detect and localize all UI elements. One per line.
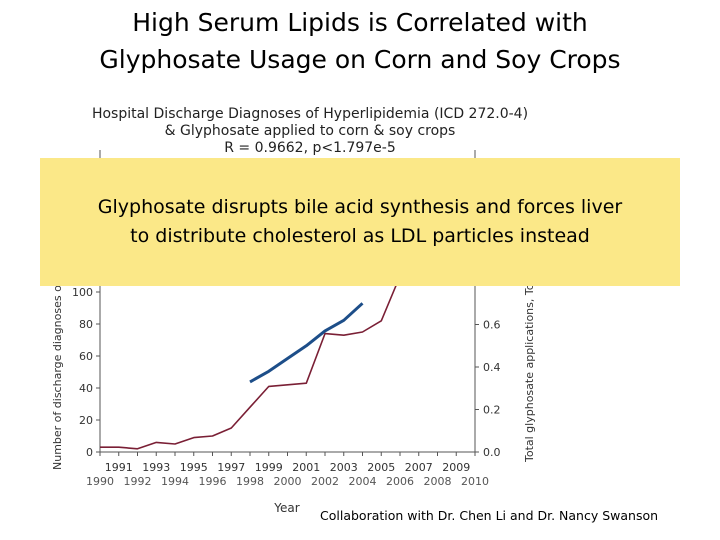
callout-line-1: Glyphosate disrupts bile acid synthesis …: [97, 196, 623, 218]
chart-stat-line: R = 0.9662, p<1.797e-5: [224, 140, 396, 156]
y-right-tick-label: 0.2: [483, 404, 501, 417]
y-left-tick-label: 40: [79, 382, 93, 395]
x-tick-label: 2002: [311, 475, 339, 488]
x-tick-label: 1994: [161, 475, 189, 488]
x-tick-label: 2006: [386, 475, 414, 488]
callout-line-2: to distribute cholesterol as LDL particl…: [130, 225, 590, 247]
y-right-tick-label: 0.6: [483, 319, 501, 332]
x-tick-label: 2003: [330, 461, 358, 474]
x-tick-label: 2000: [274, 475, 302, 488]
x-tick-label: 2004: [349, 475, 377, 488]
slide-title: High Serum Lipids is Correlated with Gly…: [0, 4, 720, 78]
callout-box: Glyphosate disrupts bile acid synthesis …: [40, 158, 680, 286]
x-tick-label: 1990: [86, 475, 114, 488]
x-tick-label: 2005: [367, 461, 395, 474]
hyperlipidemia-series-line: [100, 275, 401, 450]
chart-title-line-2: & Glyphosate applied to corn & soy crops: [164, 123, 456, 139]
x-tick-label: 1991: [105, 461, 133, 474]
y-right-axis-label: Total glyphosate applications, Total a: [523, 259, 536, 463]
y-left-tick-label: 60: [79, 350, 93, 363]
x-tick-label: 1999: [255, 461, 283, 474]
y-left-tick-label: 80: [79, 318, 93, 331]
x-axis-label: Year: [273, 501, 299, 515]
slide-title-line-1: High Serum Lipids is Correlated with: [132, 8, 588, 37]
y-left-tick-label: 0: [86, 446, 93, 459]
chart-title-line-1: Hospital Discharge Diagnoses of Hyperlip…: [91, 106, 529, 122]
y-left-tick-label: 20: [79, 414, 93, 427]
x-tick-label: 2001: [292, 461, 320, 474]
glyphosate-series-line: [249, 302, 364, 384]
x-tick-label: 1993: [142, 461, 170, 474]
x-tick-label: 1995: [180, 461, 208, 474]
slide-title-line-2: Glyphosate Usage on Corn and Soy Crops: [99, 45, 621, 74]
x-tick-label: 2008: [424, 475, 452, 488]
x-tick-label: 2009: [442, 461, 470, 474]
chart-header: Hospital Discharge Diagnoses of Hyperlip…: [40, 106, 580, 157]
credit-footer: Collaboration with Dr. Chen Li and Dr. N…: [320, 508, 659, 523]
x-tick-label: 2007: [405, 461, 433, 474]
y-right-tick-label: 0.4: [483, 361, 501, 374]
x-tick-label: 1992: [124, 475, 152, 488]
y-right-tick-label: 0.0: [483, 446, 501, 459]
x-tick-label: 1996: [199, 475, 227, 488]
y-left-axis-label: Number of discharge diagnoses of l: [51, 275, 64, 470]
x-tick-label: 1998: [236, 475, 264, 488]
x-tick-label: 1997: [217, 461, 245, 474]
x-tick-label: 2010: [461, 475, 489, 488]
y-left-tick-label: 100: [72, 286, 93, 299]
